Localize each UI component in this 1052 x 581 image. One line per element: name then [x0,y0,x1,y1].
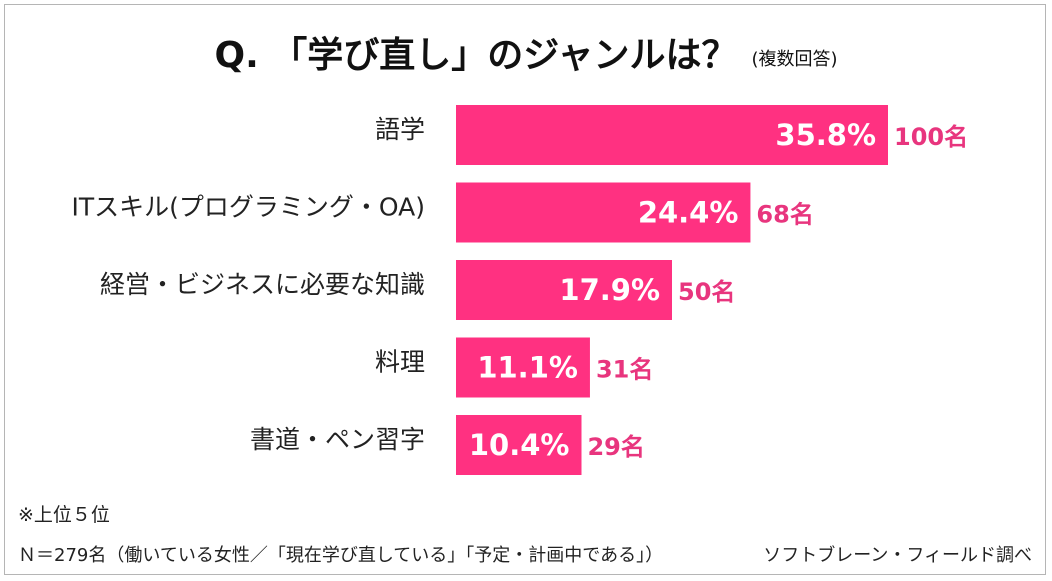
value-label-3: 17.9% [559,273,660,307]
rank-footnote: ※上位５位 [18,504,110,526]
count-label-1: 100名 [894,123,968,151]
chart-title: Q. 「学び直し」のジャンルは？ (複数回答) [0,26,1052,78]
sample-note: Ｎ＝279名（働いている女性／「現在学び直している」「予定・計画中である」） [18,545,664,566]
bar-3 [456,260,672,320]
count-label-4: 31名 [596,356,653,384]
value-label-5: 10.4% [469,428,570,462]
category-label-3: 経営・ビジネスに必要な知識 [100,270,425,299]
value-label-2: 24.4% [638,196,739,230]
chart-subtitle: (複数回答) [751,49,838,70]
source-note: ソフトブレーン・フィールド調べ [763,545,1032,566]
bar-1 [456,105,888,165]
category-label-4: 料理 [375,348,425,377]
count-label-3: 50名 [678,278,735,306]
count-label-2: 68名 [756,201,813,229]
category-label-1: 語学 [375,115,425,144]
count-label-5: 29名 [587,433,644,461]
bar-5 [456,415,582,475]
value-label-1: 35.8% [775,118,876,152]
chart-title-main: Q. 「学び直し」のジャンルは？ [214,35,738,76]
bar-4 [456,337,590,398]
value-label-4: 11.1% [477,351,578,385]
bar-2 [456,182,751,243]
category-label-5: 書道・ペン習字 [250,425,425,454]
category-label-2: ITスキル(プログラミング・OA) [72,193,426,222]
